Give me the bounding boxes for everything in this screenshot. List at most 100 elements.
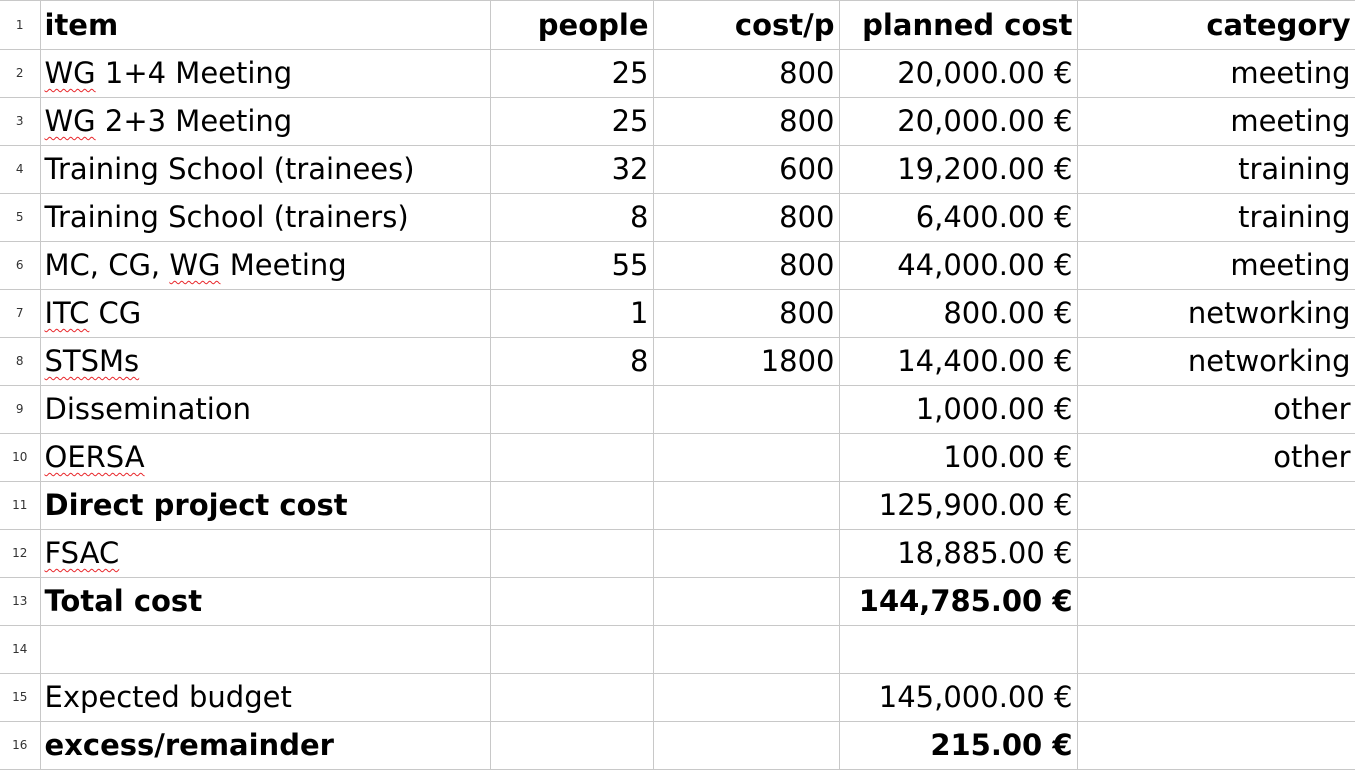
cell-b16[interactable] xyxy=(489,721,654,770)
cell-e2[interactable]: meeting xyxy=(1076,49,1355,98)
cell-c1[interactable]: cost/p xyxy=(652,0,840,50)
cell-d4[interactable]: 19,200.00 € xyxy=(838,145,1078,194)
cell-a13[interactable]: Total cost xyxy=(39,577,491,626)
table-row: 15 Expected budget 145,000.00 € xyxy=(0,673,1355,722)
cell-b1[interactable]: people xyxy=(489,0,654,50)
row-header[interactable]: 13 xyxy=(0,577,41,626)
cell-c14[interactable] xyxy=(652,625,840,674)
cell-d5[interactable]: 6,400.00 € xyxy=(838,193,1078,242)
cell-b2[interactable]: 25 xyxy=(489,49,654,98)
cell-d1[interactable]: planned cost xyxy=(838,0,1078,50)
cell-d13[interactable]: 144,785.00 € xyxy=(838,577,1078,626)
cell-c3[interactable]: 800 xyxy=(652,97,840,146)
cell-e7[interactable]: networking xyxy=(1076,289,1355,338)
cell-e15[interactable] xyxy=(1076,673,1355,722)
cell-c13[interactable] xyxy=(652,577,840,626)
row-header[interactable]: 9 xyxy=(0,385,41,434)
cell-b3[interactable]: 25 xyxy=(489,97,654,146)
row-header[interactable]: 16 xyxy=(0,721,41,770)
cell-d14[interactable] xyxy=(838,625,1078,674)
row-header[interactable]: 10 xyxy=(0,433,41,482)
cell-a14[interactable] xyxy=(39,625,491,674)
cell-b4[interactable]: 32 xyxy=(489,145,654,194)
cell-b9[interactable] xyxy=(489,385,654,434)
cell-b14[interactable] xyxy=(489,625,654,674)
cell-b7[interactable]: 1 xyxy=(489,289,654,338)
cell-e1[interactable]: category xyxy=(1076,0,1355,50)
cell-c11[interactable] xyxy=(652,481,840,530)
row-header[interactable]: 5 xyxy=(0,193,41,242)
cell-d3[interactable]: 20,000.00 € xyxy=(838,97,1078,146)
cell-e6[interactable]: meeting xyxy=(1076,241,1355,290)
row-header[interactable]: 2 xyxy=(0,49,41,98)
cell-b11[interactable] xyxy=(489,481,654,530)
cell-a12[interactable]: FSAC xyxy=(39,529,491,578)
cell-d8[interactable]: 14,400.00 € xyxy=(838,337,1078,386)
row-header[interactable]: 12 xyxy=(0,529,41,578)
cell-d16[interactable]: 215.00 € xyxy=(838,721,1078,770)
cell-c4[interactable]: 600 xyxy=(652,145,840,194)
cell-b10[interactable] xyxy=(489,433,654,482)
cell-a4[interactable]: Training School (trainees) xyxy=(39,145,491,194)
cell-d12[interactable]: 18,885.00 € xyxy=(838,529,1078,578)
cell-d15[interactable]: 145,000.00 € xyxy=(838,673,1078,722)
row-header[interactable]: 11 xyxy=(0,481,41,530)
cell-b6[interactable]: 55 xyxy=(489,241,654,290)
cell-c16[interactable] xyxy=(652,721,840,770)
cell-a8[interactable]: STSMs xyxy=(39,337,491,386)
cell-a11[interactable]: Direct project cost xyxy=(39,481,491,530)
cell-d2[interactable]: 20,000.00 € xyxy=(838,49,1078,98)
cell-c5[interactable]: 800 xyxy=(652,193,840,242)
cell-d11[interactable]: 125,900.00 € xyxy=(838,481,1078,530)
cell-a10[interactable]: OERSA xyxy=(39,433,491,482)
cell-e11[interactable] xyxy=(1076,481,1355,530)
cell-d6[interactable]: 44,000.00 € xyxy=(838,241,1078,290)
cell-c8[interactable]: 1800 xyxy=(652,337,840,386)
cell-b13[interactable] xyxy=(489,577,654,626)
row-header[interactable]: 15 xyxy=(0,673,41,722)
cell-e4[interactable]: training xyxy=(1076,145,1355,194)
cell-e3[interactable]: meeting xyxy=(1076,97,1355,146)
cell-d7[interactable]: 800.00 € xyxy=(838,289,1078,338)
cell-a6[interactable]: MC, CG, WG Meeting xyxy=(39,241,491,290)
row-header[interactable]: 6 xyxy=(0,241,41,290)
cell-b8[interactable]: 8 xyxy=(489,337,654,386)
cell-e8[interactable]: networking xyxy=(1076,337,1355,386)
cell-a1[interactable]: item xyxy=(39,0,491,50)
row-header[interactable]: 1 xyxy=(0,0,41,50)
cell-d10[interactable]: 100.00 € xyxy=(838,433,1078,482)
cell-e13[interactable] xyxy=(1076,577,1355,626)
cell-e16[interactable] xyxy=(1076,721,1355,770)
cell-c10[interactable] xyxy=(652,433,840,482)
cell-e9[interactable]: other xyxy=(1076,385,1355,434)
cell-c15[interactable] xyxy=(652,673,840,722)
misspelled-word: WG xyxy=(44,104,96,138)
cell-c7[interactable]: 800 xyxy=(652,289,840,338)
cell-c12[interactable] xyxy=(652,529,840,578)
cell-e14[interactable] xyxy=(1076,625,1355,674)
cell-a16[interactable]: excess/remainder xyxy=(39,721,491,770)
cell-a9[interactable]: Dissemination xyxy=(39,385,491,434)
table-row: 8 STSMs 8 1800 14,400.00 € networking xyxy=(0,337,1355,386)
row-header[interactable]: 14 xyxy=(0,625,41,674)
cell-a2[interactable]: WG 1+4 Meeting xyxy=(39,49,491,98)
cell-e12[interactable] xyxy=(1076,529,1355,578)
row-header[interactable]: 7 xyxy=(0,289,41,338)
cell-c9[interactable] xyxy=(652,385,840,434)
cell-a5[interactable]: Training School (trainers) xyxy=(39,193,491,242)
row-header[interactable]: 8 xyxy=(0,337,41,386)
cell-c6[interactable]: 800 xyxy=(652,241,840,290)
cell-c2[interactable]: 800 xyxy=(652,49,840,98)
cell-a7[interactable]: ITC CG xyxy=(39,289,491,338)
cell-b12[interactable] xyxy=(489,529,654,578)
row-header[interactable]: 4 xyxy=(0,145,41,194)
cell-b5[interactable]: 8 xyxy=(489,193,654,242)
cell-b15[interactable] xyxy=(489,673,654,722)
cell-e10[interactable]: other xyxy=(1076,433,1355,482)
row-header[interactable]: 3 xyxy=(0,97,41,146)
cell-e5[interactable]: training xyxy=(1076,193,1355,242)
cell-a3[interactable]: WG 2+3 Meeting xyxy=(39,97,491,146)
cell-a15[interactable]: Expected budget xyxy=(39,673,491,722)
cell-d9[interactable]: 1,000.00 € xyxy=(838,385,1078,434)
